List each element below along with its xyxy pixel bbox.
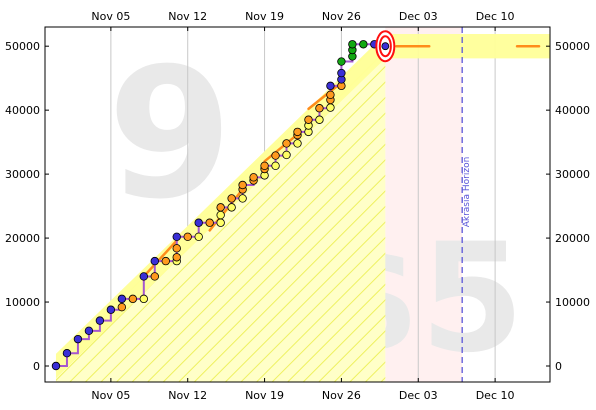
datapoint — [238, 180, 247, 190]
y-tick-label-right: 30000 — [555, 168, 590, 181]
x-tick-label-bottom: Dec 03 — [399, 389, 438, 402]
bullseye-center-dot — [381, 42, 390, 51]
datapoint — [326, 103, 335, 112]
datapoint — [106, 305, 116, 314]
datapoint — [337, 68, 346, 78]
datapoint — [282, 150, 291, 160]
datapoint — [172, 244, 181, 253]
datapoint — [326, 90, 335, 100]
x-tick-label-top: Nov 19 — [245, 10, 284, 23]
datapoint — [128, 294, 138, 304]
trend-segment — [142, 239, 178, 278]
datapoint — [95, 316, 105, 325]
y-tick-label-right: 20000 — [555, 232, 590, 245]
y-tick-label-left: 20000 — [5, 232, 40, 245]
datapoint — [51, 361, 61, 371]
datapoint — [73, 334, 83, 344]
datapoint — [271, 161, 280, 171]
datapoint — [216, 210, 225, 220]
datapoint — [205, 218, 214, 227]
datapoint — [139, 294, 149, 304]
datapoint — [194, 218, 203, 227]
datapoint — [150, 272, 159, 281]
x-tick-label-bottom: Nov 12 — [168, 389, 207, 402]
x-tick-label-top: Nov 12 — [168, 10, 207, 23]
datapoint — [238, 194, 247, 203]
akrasia-horizon-label: Akrasia Horizon — [462, 157, 472, 228]
datapoint — [194, 232, 203, 242]
x-tick-label-top: Dec 03 — [399, 10, 438, 23]
plot-frame — [44, 26, 551, 383]
akrasia-horizon: Akrasia Horizon — [461, 27, 472, 382]
x-tick-label-bottom: Dec 10 — [476, 389, 515, 402]
y-tick-label-left: 40000 — [5, 104, 40, 117]
y-tick-label-right: 10000 — [555, 296, 590, 309]
y-tick-label-right: 40000 — [555, 104, 590, 117]
road-hatch-area — [55, 34, 550, 382]
bullseye-icon — [375, 30, 396, 63]
datapoint — [117, 294, 127, 304]
datapoint — [315, 115, 324, 124]
y-tick-label-left: 50000 — [5, 40, 40, 53]
datapoint — [337, 57, 346, 66]
datapoint — [359, 40, 368, 49]
x-tick-label-top: Nov 05 — [91, 10, 130, 23]
y-tick-label-left: 30000 — [5, 168, 40, 181]
datapoint — [216, 218, 225, 227]
trend-segment — [307, 81, 343, 111]
datapoint — [227, 194, 236, 203]
datapoint — [227, 203, 236, 212]
datapoint — [282, 139, 291, 148]
datapoint — [117, 302, 127, 312]
datapoint — [348, 40, 357, 49]
axes: Nov 05 Nov 05 Nov 12 Nov 12 Nov 19 Nov 19 Nov … — [5, 10, 590, 402]
datapoint — [139, 272, 149, 281]
y-tick-label-left: 10000 — [5, 296, 40, 309]
datapoint — [293, 139, 302, 148]
datapoint — [260, 161, 269, 171]
yellow-brick-road — [55, 34, 550, 382]
datapoint — [315, 104, 324, 113]
datapoint — [150, 256, 159, 266]
x-tick-label-top: Dec 10 — [476, 10, 515, 23]
x-tick-label-bottom: Nov 05 — [91, 389, 130, 402]
datapoint — [84, 326, 94, 336]
datapoint — [304, 115, 313, 124]
datapoint — [183, 232, 192, 242]
y-tick-label-right: 0 — [555, 360, 562, 373]
x-tick-label-top: Nov 26 — [322, 10, 361, 23]
y-tick-label-left: 0 — [33, 360, 40, 373]
datapoint — [161, 256, 170, 266]
datapoint — [216, 203, 225, 212]
datapoint — [249, 173, 258, 182]
today-to-horizon-band — [385, 27, 463, 382]
trend-segment — [263, 133, 299, 163]
datapoint — [326, 81, 335, 91]
x-tick-label-bottom: Nov 26 — [322, 389, 361, 402]
datapoint — [271, 151, 280, 160]
x-tick-label-bottom: Nov 19 — [245, 389, 284, 402]
datapoint — [172, 253, 181, 262]
y-tick-label-right: 50000 — [555, 40, 590, 53]
datapoint — [293, 127, 302, 137]
datapoint — [172, 232, 181, 242]
datapoint — [62, 349, 72, 358]
datapoints — [51, 40, 379, 371]
bands — [385, 27, 463, 382]
